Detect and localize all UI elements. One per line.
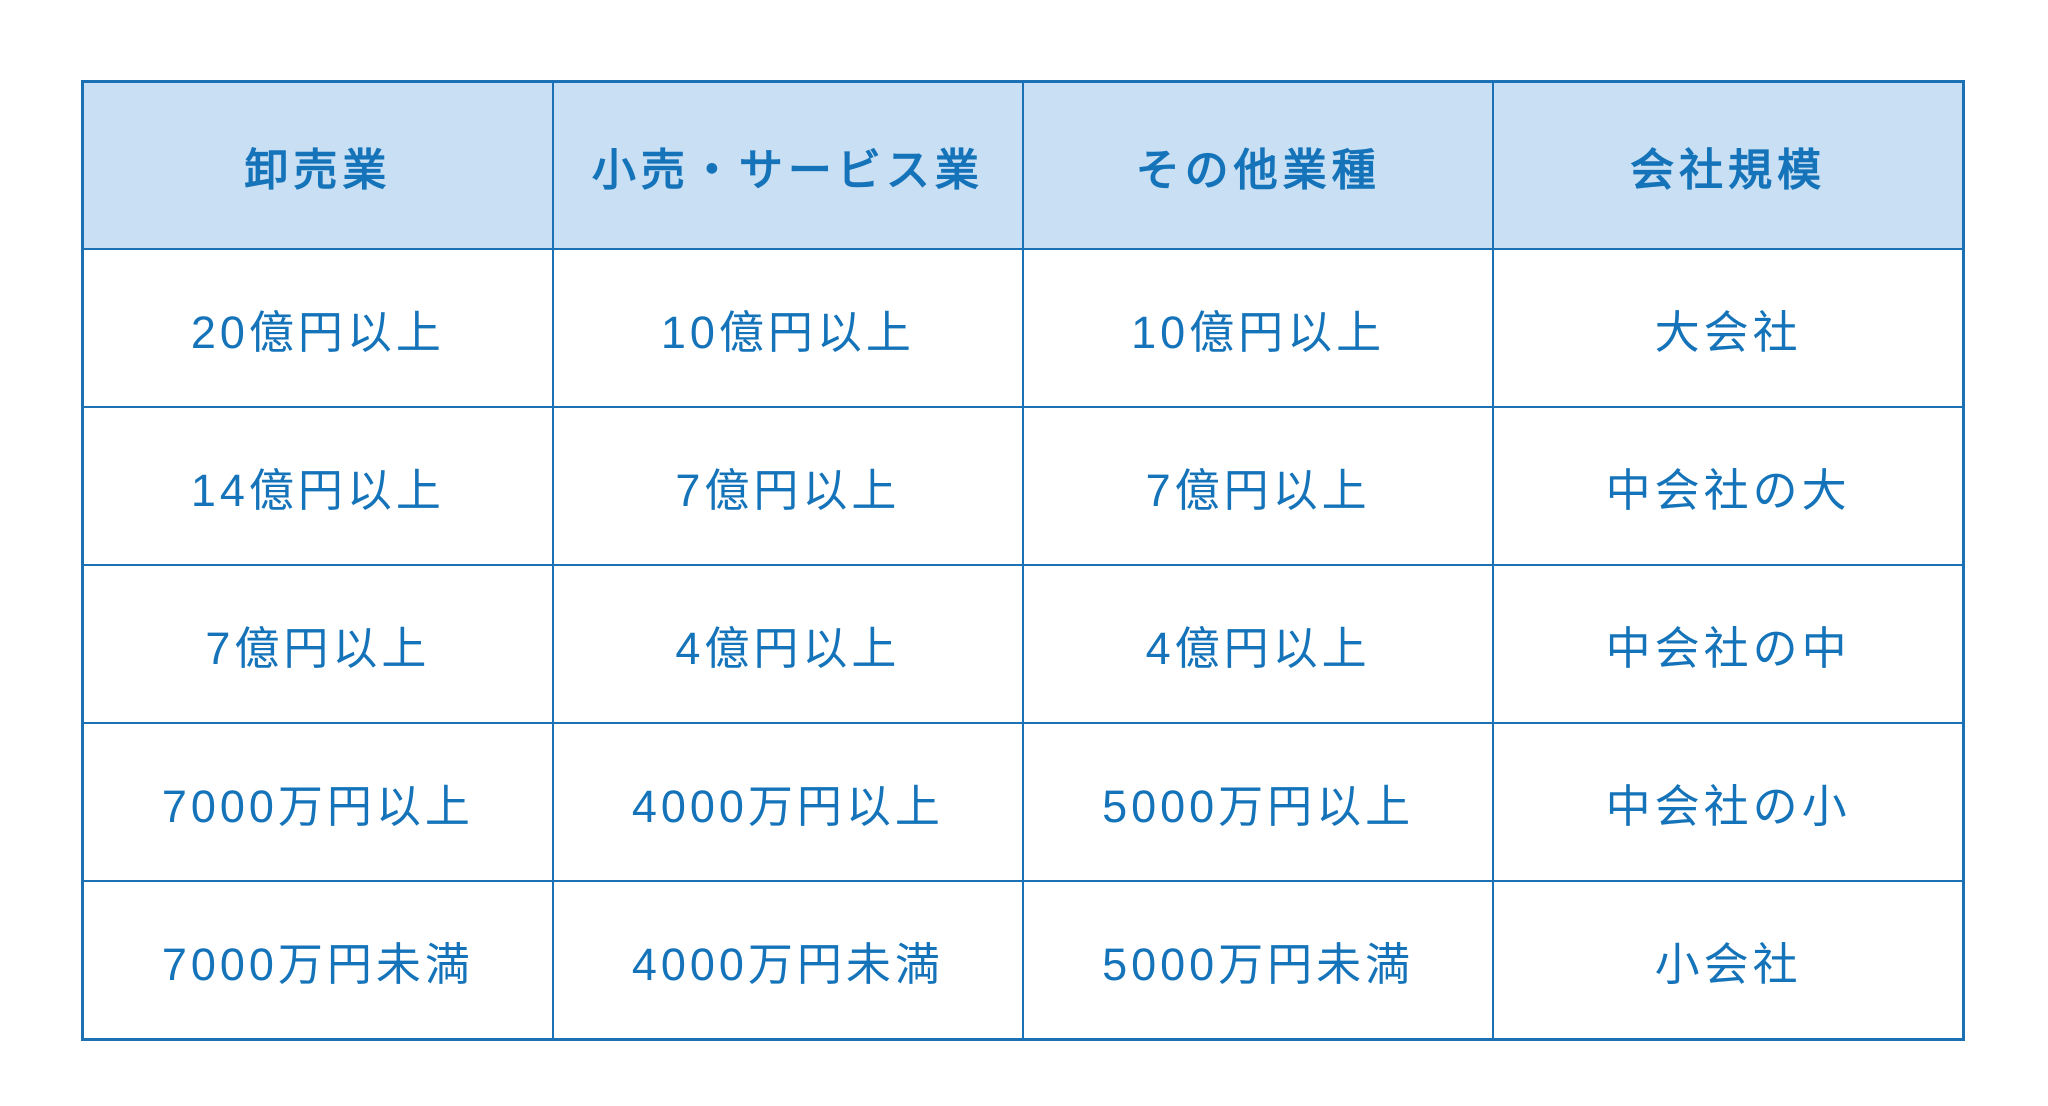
header-wholesale: 卸売業 [80, 80, 554, 250]
header-company-size: 会社規模 [1492, 80, 1966, 250]
cell-size-medium-medium: 中会社の中 [1492, 564, 1966, 724]
company-size-table: 卸売業 小売・サービス業 その他業種 会社規模 20億円以上 10億円以上 10… [80, 80, 1966, 1041]
header-retail-service: 小売・サービス業 [551, 80, 1025, 250]
table-row-medium-small: 7000万円以上 4000万円以上 5000万円以上 中会社の小 [80, 722, 1966, 882]
cell-size-medium-small: 中会社の小 [1492, 722, 1966, 882]
cell-wholesale-medium-medium: 7億円以上 [80, 564, 554, 724]
cell-wholesale-large: 20億円以上 [80, 248, 554, 408]
cell-wholesale-small: 7000万円未満 [80, 880, 554, 1041]
cell-size-medium-large: 中会社の大 [1492, 406, 1966, 566]
cell-retail-medium-small: 4000万円以上 [551, 722, 1025, 882]
cell-other-medium-medium: 4億円以上 [1021, 564, 1495, 724]
cell-retail-medium-medium: 4億円以上 [551, 564, 1025, 724]
table-row-large: 20億円以上 10億円以上 10億円以上 大会社 [80, 248, 1966, 408]
header-other-industries: その他業種 [1021, 80, 1495, 250]
cell-size-small: 小会社 [1492, 880, 1966, 1041]
header-row: 卸売業 小売・サービス業 その他業種 会社規模 [80, 80, 1966, 250]
cell-wholesale-medium-large: 14億円以上 [80, 406, 554, 566]
cell-wholesale-medium-small: 7000万円以上 [80, 722, 554, 882]
cell-retail-medium-large: 7億円以上 [551, 406, 1025, 566]
cell-other-large: 10億円以上 [1021, 248, 1495, 408]
cell-size-large: 大会社 [1492, 248, 1966, 408]
table-row-medium-medium: 7億円以上 4億円以上 4億円以上 中会社の中 [80, 564, 1966, 724]
cell-other-medium-small: 5000万円以上 [1021, 722, 1495, 882]
cell-other-small: 5000万円未満 [1021, 880, 1495, 1041]
cell-retail-large: 10億円以上 [551, 248, 1025, 408]
cell-retail-small: 4000万円未満 [551, 880, 1025, 1041]
table-row-small: 7000万円未満 4000万円未満 5000万円未満 小会社 [80, 880, 1966, 1041]
table-row-medium-large: 14億円以上 7億円以上 7億円以上 中会社の大 [80, 406, 1966, 566]
cell-other-medium-large: 7億円以上 [1021, 406, 1495, 566]
